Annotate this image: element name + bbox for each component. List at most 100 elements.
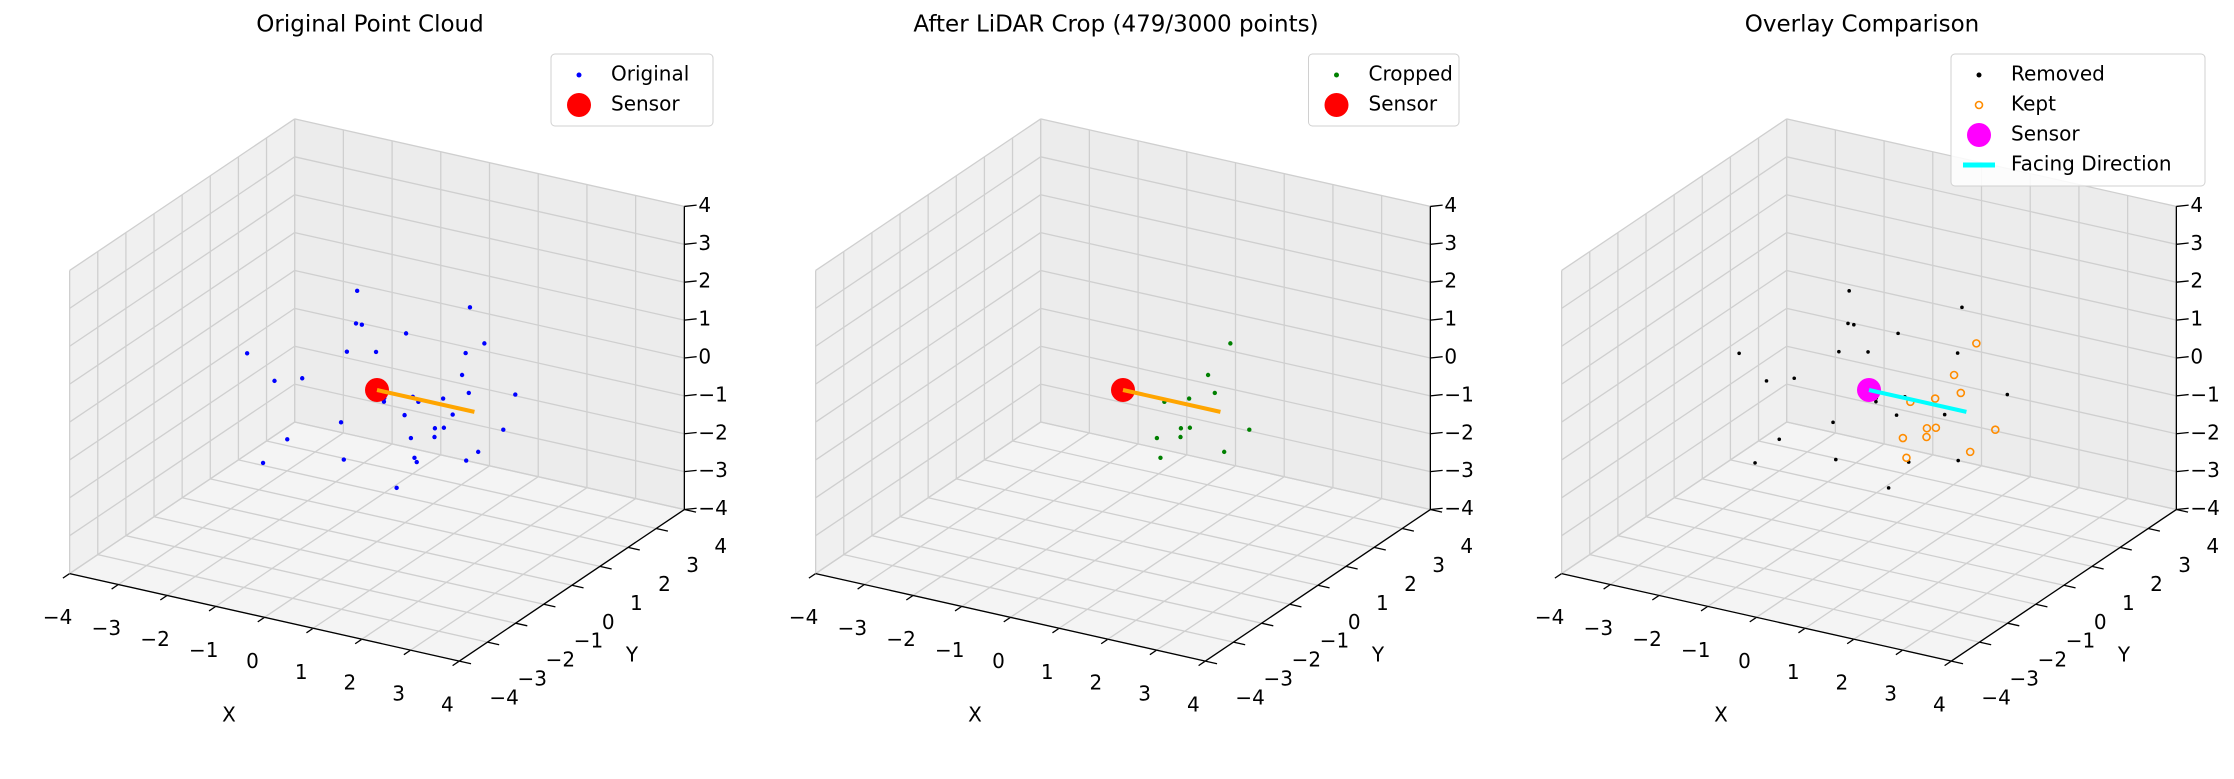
tick-mark	[2007, 622, 2020, 627]
grid-line	[1758, 440, 2149, 530]
point	[1777, 437, 1782, 442]
subplot: −4 −3 −2 −1 0 1 2 3 4 −4−3−2−101234−4−3−2−101234X…	[789, 12, 1474, 727]
tick-mark	[1261, 622, 1274, 627]
point	[300, 376, 305, 381]
point	[513, 392, 518, 397]
y-tick-label: 1	[630, 591, 643, 615]
z-tick-label: 3	[2190, 231, 2203, 255]
legend-marker	[1967, 123, 1991, 147]
point	[353, 321, 359, 326]
subplot: −4 −3 −2 −1 0 1 2 3 4 −4−3−2−101234−4−3−2−101234X…	[1535, 12, 2220, 727]
y-tick-label: 3	[2178, 553, 2191, 577]
tick-mark	[111, 583, 119, 590]
direction-line	[1868, 388, 1967, 414]
point	[381, 399, 387, 404]
grid-line	[1040, 345, 1431, 435]
z-tick-label: 3	[698, 231, 711, 255]
x-tick-label: 2	[1090, 671, 1103, 695]
point	[1930, 394, 1940, 403]
grid-line	[815, 421, 1042, 575]
legend	[1950, 53, 2206, 187]
legend-marker	[576, 72, 582, 78]
x-tick-label: 3	[1884, 682, 1897, 706]
y-tick-label: 2	[658, 572, 671, 596]
x-tick-label: 0	[1738, 649, 1751, 673]
grid-line	[815, 156, 1042, 309]
point	[344, 349, 350, 354]
x-tick-label: −4	[43, 605, 72, 629]
x-tick-label: 2	[344, 671, 357, 695]
point	[1874, 399, 1878, 404]
z-tick-label: 2	[698, 269, 711, 293]
point	[1837, 349, 1841, 354]
axis-line	[815, 572, 1206, 662]
z-tick-label: 0	[698, 344, 711, 368]
y-tick-label: −1	[1320, 629, 1349, 653]
tick-mark	[1700, 605, 1709, 612]
grid-line	[1561, 156, 1788, 309]
tick-mark	[2176, 356, 2189, 359]
grid-line	[815, 232, 1042, 385]
grid-line	[984, 459, 1375, 549]
point	[1792, 376, 1797, 381]
grid-line	[1561, 194, 1788, 347]
grid-line	[1561, 345, 1788, 499]
tick-mark	[1430, 431, 1443, 435]
point	[1187, 425, 1193, 430]
y-tick-label: 3	[686, 553, 699, 577]
z-tick-label: −3	[698, 458, 727, 482]
z-tick-label: 0	[1444, 344, 1457, 368]
grid-line	[928, 497, 1318, 586]
tick-mark	[1100, 638, 1109, 645]
legend-label: Facing Direction	[2011, 152, 2172, 176]
tick-mark	[459, 660, 472, 665]
grid-line	[1786, 345, 2177, 435]
grid-line	[815, 307, 1042, 461]
x-tick-label: 1	[295, 660, 308, 684]
tick-mark	[1554, 573, 1563, 579]
legend-marker	[1974, 100, 1984, 110]
chart-title: Overlay Comparison	[1745, 12, 1979, 38]
axis-line	[1204, 508, 1431, 662]
grid-line	[899, 516, 1290, 605]
point	[1942, 412, 1947, 417]
x-tick-label: −2	[140, 627, 169, 651]
tick-mark	[857, 583, 865, 590]
grid-line	[1786, 156, 2177, 245]
grid-line	[1786, 231, 2177, 321]
y-tick-label: 2	[2150, 572, 2163, 596]
point	[1186, 396, 1192, 401]
grid-line	[1040, 383, 1431, 473]
tick-mark	[684, 280, 697, 283]
tick-mark	[1289, 603, 1302, 608]
z-tick-label: −1	[698, 382, 727, 406]
point	[1178, 434, 1183, 440]
y-tick-label: 0	[2094, 610, 2107, 634]
y-tick-label: −3	[517, 667, 546, 691]
z-tick-label: −1	[2190, 382, 2219, 406]
point	[338, 420, 344, 425]
y-tick-label: 4	[714, 534, 727, 558]
point	[403, 331, 409, 336]
grid-line	[1561, 421, 1788, 575]
point	[341, 457, 347, 462]
tick-mark	[1651, 594, 1660, 601]
grid-line	[815, 194, 1042, 347]
grid-line	[1730, 459, 2121, 549]
legend-label: Kept	[2011, 92, 2056, 116]
point	[2005, 392, 2010, 397]
point	[1764, 379, 1769, 383]
y-tick-label: −1	[574, 629, 603, 653]
legend-label: Sensor	[2011, 122, 2080, 146]
tick-mark	[1944, 660, 1952, 667]
point	[1205, 372, 1211, 378]
tick-mark	[656, 527, 669, 532]
tick-mark	[1430, 204, 1443, 208]
grid-line	[69, 307, 296, 461]
grid-line	[1040, 307, 1431, 397]
point	[1922, 423, 1932, 433]
tick-mark	[306, 627, 314, 634]
point	[244, 351, 250, 356]
z-tick-label: −1	[1444, 382, 1473, 406]
z-tick-label: 1	[1444, 307, 1457, 331]
